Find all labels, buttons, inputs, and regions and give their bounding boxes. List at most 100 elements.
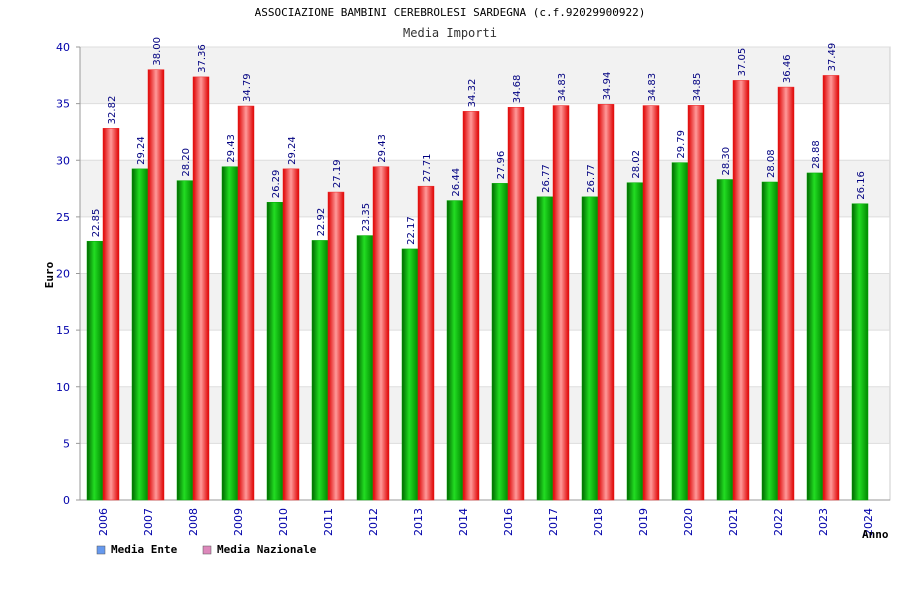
bar-media-ente [716,179,734,501]
legend: Media Ente Media Nazionale [96,543,317,556]
data-label: 28.30 [721,147,732,176]
bar-media-ente [221,166,239,501]
data-label: 29.24 [287,136,298,165]
plot-band [80,330,890,387]
x-tick-label: 2006 [97,508,110,536]
plot-band [80,103,890,161]
bar-media-ente [266,202,284,501]
bar-media-nazionale [777,86,795,501]
bar-media-nazionale [552,105,570,501]
data-label: 28.20 [181,148,192,177]
bar-media-ente [311,240,329,501]
bar-media-ente [446,200,464,501]
plot-band [80,443,890,500]
chart-subtitle: Media Importi [403,26,497,40]
bar-media-ente [671,162,689,501]
plot-band [80,386,890,444]
data-label: 29.24 [136,136,147,165]
y-tick-label: 5 [63,437,70,450]
data-label: 28.02 [631,150,642,179]
bar-media-nazionale [687,105,705,501]
data-labels: 22.85 32.82 29.24 38.00 28.20 37.36 29.43 34.79… [91,37,867,245]
x-tick-label: 2021 [727,508,740,536]
x-tick-label: 2018 [592,508,605,536]
bar-media-ente [581,196,599,501]
x-axis-ticks: 2006 2007 2008 2009 2010 2011 2012 2013 2014 2016… [97,508,875,536]
x-tick-label: 2007 [142,508,155,536]
bar-media-nazionale [282,168,300,501]
bar-media-ente [806,172,824,501]
bar-media-nazionale [597,104,615,501]
data-label: 23.35 [361,203,372,232]
y-axis-label: Euro [43,261,56,288]
x-tick-label: 2008 [187,508,200,536]
bar-media-nazionale [192,76,210,501]
y-tick-label: 25 [56,211,70,224]
bar-media-ente [401,248,419,501]
legend-label: Media Nazionale [217,543,317,556]
legend-swatch [202,545,212,555]
data-label: 22.92 [316,208,327,237]
data-label: 26.29 [271,170,282,199]
data-label: 22.17 [406,216,417,245]
bar-media-nazionale [822,75,840,501]
data-label: 34.94 [602,72,613,101]
data-label: 29.43 [377,134,388,163]
data-label: 37.05 [737,48,748,77]
bar-media-nazionale [462,111,480,501]
y-tick-label: 20 [56,268,70,281]
x-tick-label: 2017 [547,508,560,536]
bar-media-nazionale [372,166,390,501]
data-label: 38.00 [152,37,163,66]
legend-swatch [96,545,106,555]
x-tick-label: 2022 [772,508,785,536]
x-tick-label: 2009 [232,508,245,536]
x-tick-label: 2011 [322,508,335,536]
bar-media-ente [536,196,554,501]
bars [86,69,869,501]
bar-media-ente [626,182,644,501]
x-tick-label: 2024 [862,508,875,536]
data-label: 27.19 [332,159,343,188]
data-label: 29.43 [226,134,237,163]
bar-media-ente [356,235,374,501]
data-label: 26.16 [856,171,867,200]
y-axis-ticks: 0 5 10 15 20 25 30 35 40 [56,41,890,507]
bar-media-ente [761,181,779,501]
plot-band [80,273,890,331]
x-tick-label: 2023 [817,508,830,536]
bar-media-ente [86,240,104,501]
x-tick-label: 2020 [682,508,695,536]
bar-media-ente [851,203,869,501]
bar-media-nazionale [732,80,750,501]
data-label: 28.88 [811,140,822,169]
bar-media-nazionale [417,185,435,501]
data-label: 26.44 [451,168,462,197]
plot-band [80,47,890,104]
bar-media-nazionale [147,69,165,501]
plot-band [80,216,890,274]
x-tick-label: 2013 [412,508,425,536]
legend-label: Media Ente [111,543,178,556]
bar-media-nazionale [507,106,525,501]
data-label: 34.83 [647,73,658,102]
data-label: 27.96 [496,151,507,180]
bar-media-ente [176,180,194,501]
bar-media-ente [491,183,509,501]
x-tick-label: 2019 [637,508,650,536]
data-label: 34.85 [692,73,703,102]
plot-background [79,46,891,501]
data-label: 22.85 [91,209,102,238]
data-label: 37.49 [827,43,838,72]
data-label: 36.46 [782,54,793,83]
bar-media-nazionale [102,128,120,501]
y-tick-label: 40 [56,41,70,54]
x-tick-label: 2010 [277,508,290,536]
data-label: 28.08 [766,149,777,178]
data-label: 34.32 [467,79,478,108]
chart-title: ASSOCIAZIONE BAMBINI CEREBROLESI SARDEGN… [255,6,646,19]
x-tick-label: 2016 [502,508,515,536]
plot-band [80,160,890,217]
data-label: 34.83 [557,73,568,102]
